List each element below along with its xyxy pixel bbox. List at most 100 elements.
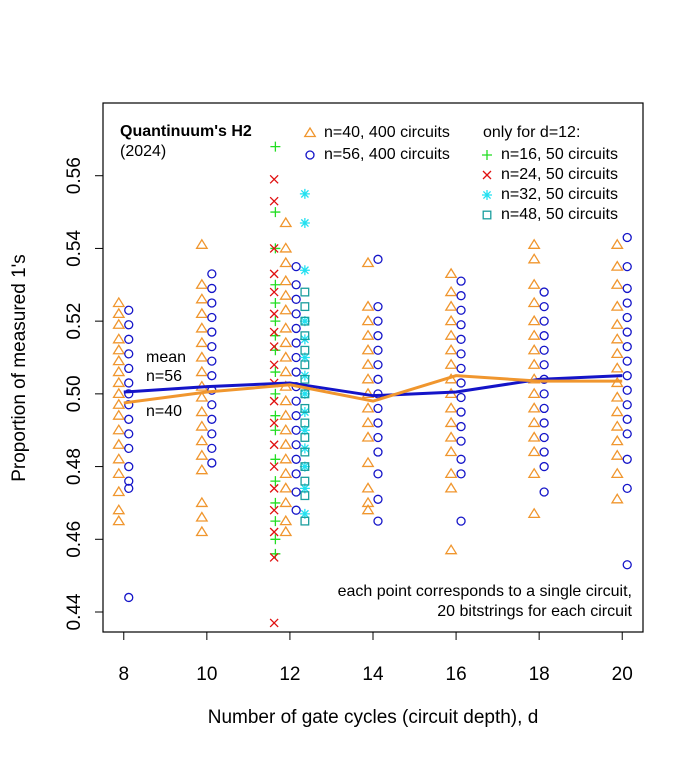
point [299,217,310,228]
legend-label: n=40, 400 circuits [324,124,450,141]
point [270,297,281,308]
point [269,527,279,537]
point [124,349,134,359]
point [610,333,624,344]
point [270,330,281,341]
point [270,316,281,327]
point [270,345,281,356]
point [112,453,126,464]
point [207,429,217,439]
point [539,331,549,341]
point [444,431,458,442]
point [373,418,383,428]
point [299,461,310,472]
point [361,482,375,493]
point [270,243,281,254]
point [124,429,134,439]
point [124,400,134,410]
legend-label: n=56, 400 circuits [324,146,450,163]
point [300,360,310,370]
point [361,456,375,468]
point [361,358,375,369]
point [622,312,632,323]
point [195,525,209,537]
point [373,301,383,312]
point [300,316,310,326]
point [527,278,541,289]
point [444,267,458,279]
point [444,358,458,369]
point [279,514,293,526]
point [112,409,126,420]
point [269,327,279,337]
point [195,463,209,475]
point [124,443,134,454]
mean-label: n=56 [146,368,182,385]
point [610,238,624,249]
point [207,458,217,468]
point [207,443,217,454]
point [112,438,126,449]
point [291,425,301,435]
point [270,141,281,152]
point [291,411,301,421]
point [300,374,310,384]
point [195,365,209,377]
point [279,482,293,493]
point [610,434,624,446]
point [207,283,217,294]
point [291,352,301,363]
point [444,285,458,297]
point [270,279,281,290]
point [269,553,279,562]
point [270,454,281,465]
point [610,391,624,402]
point [456,392,466,403]
point [279,336,293,348]
point [444,343,458,355]
point [539,301,549,312]
x-axis-label: Number of gate cycles (circuit depth), d [208,707,539,728]
x-tick-label: 8 [118,664,129,685]
point [207,371,217,381]
point [269,287,279,297]
point [539,487,549,497]
point [270,388,281,399]
point [270,534,281,545]
point [361,314,375,326]
point [124,378,134,388]
point [269,418,279,428]
point [539,389,549,399]
point [456,334,466,344]
point [195,511,209,522]
point [300,516,310,526]
chart-title: Quantinuum's H2 [120,123,252,140]
mean-line [123,374,623,398]
point [279,438,293,449]
x-tick-label: 10 [196,664,217,685]
point [269,360,279,370]
point [195,496,209,508]
point [527,343,541,355]
point [539,418,549,428]
point [300,331,310,341]
x-tick-label: 12 [279,664,300,685]
point [622,400,632,410]
point [207,312,217,323]
point [195,307,209,319]
point [300,389,310,399]
point [539,447,549,457]
point [456,421,466,432]
point [291,294,301,304]
point [207,327,217,337]
point [279,467,293,478]
point [610,300,624,311]
point [300,345,310,355]
point [610,420,624,431]
point [539,287,549,297]
point [195,391,209,402]
point [195,449,209,460]
point [279,274,293,286]
point [622,261,632,272]
mean-label: n=40 [146,403,182,420]
